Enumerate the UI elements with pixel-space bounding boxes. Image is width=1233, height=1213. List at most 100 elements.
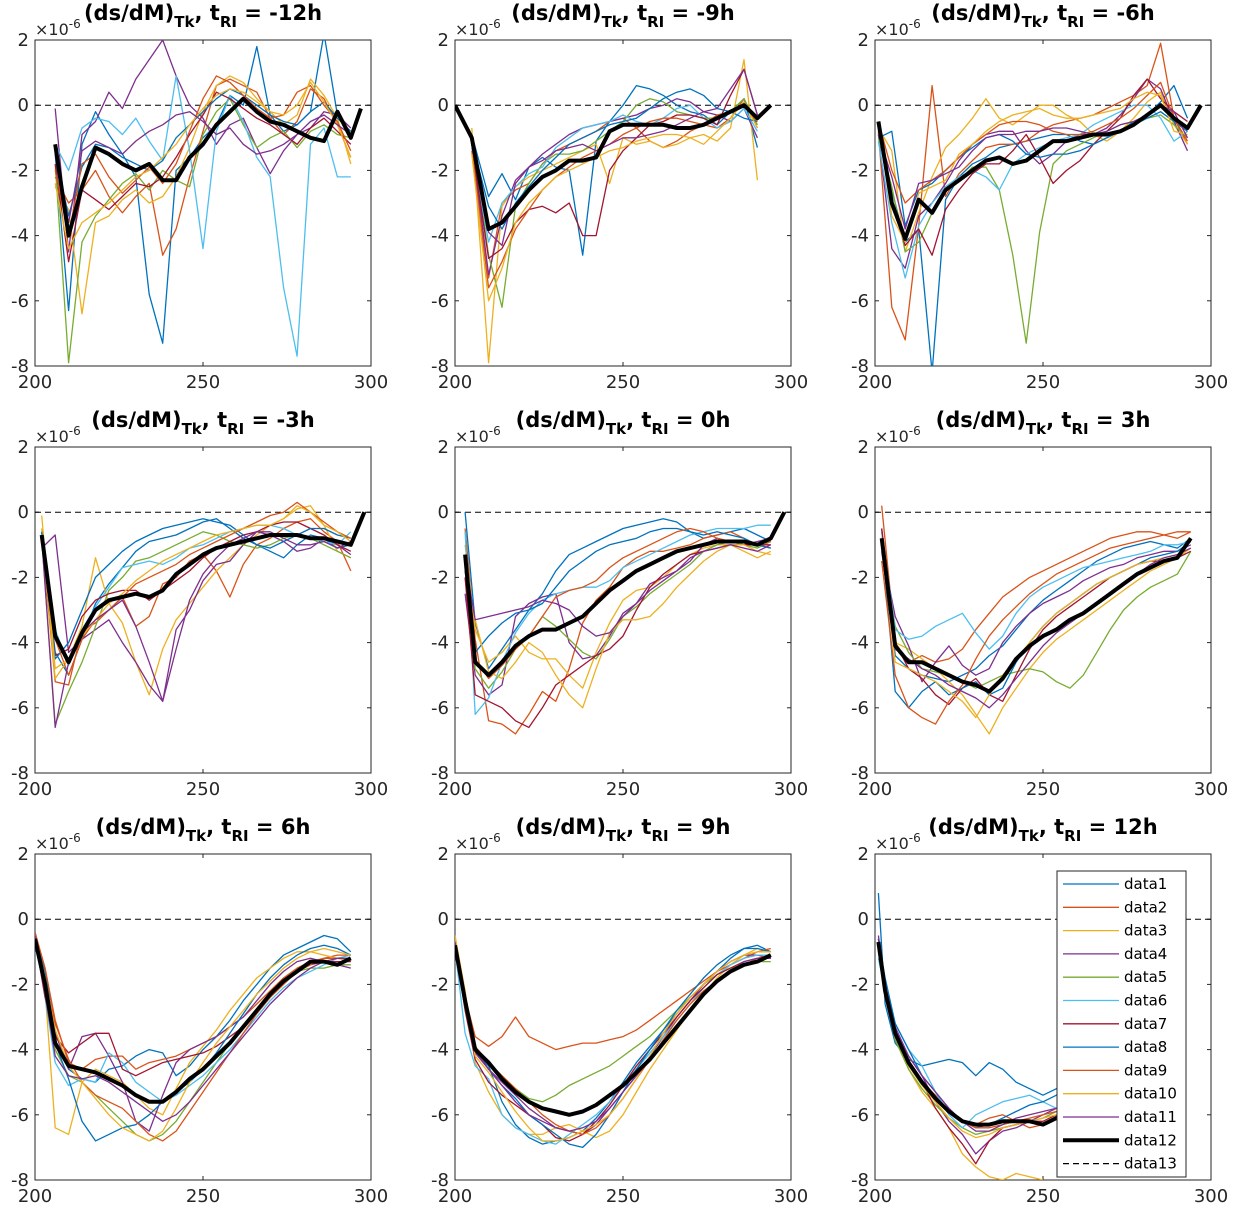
y-tick-label: 0 [438,95,449,116]
series-line-data7 [455,945,771,1142]
x-tick-label: 200 [438,372,472,393]
legend-label: data7 [1124,1015,1167,1033]
y-tick-label: -2 [851,567,869,588]
panel-4: 200 250 300 -8 -6 -4 -2 0 2 ×10-6 (ds/dM)Tk, tRI =… [11,408,388,800]
series-line-data7 [41,521,352,657]
panel-title: (ds/dM)Tk, tRI = -3h [91,408,315,438]
y-tick-label: -8 [431,1170,449,1191]
x-tick-label: 200 [18,1186,52,1207]
y-tick-label: -6 [431,1105,449,1126]
y-tick-label: -8 [11,356,29,377]
series-line-data10 [471,101,758,302]
series-line-data10 [455,935,771,1142]
y-tick-label: 2 [438,437,449,458]
y-tick-label: -2 [431,567,449,588]
y-tick-label: 0 [18,909,29,930]
y-tick-label: -8 [851,356,869,377]
y-tick-label: -6 [851,698,869,719]
y-tick-label: -6 [11,1105,29,1126]
x-tick-label: 250 [606,1186,640,1207]
x-tick-label: 300 [354,372,388,393]
panel-7: 200 250 300 -8 -6 -4 -2 0 2 ×10-6 (ds/dM)Tk, tRI =… [11,815,388,1207]
series-line-data4 [877,935,1071,1155]
series-line-data10 [877,91,1188,243]
panel-title: (ds/dM)Tk, tRI = -6h [931,1,1155,31]
series-group [455,935,772,1149]
panel-title: (ds/dM)Tk, tRI = 6h [96,815,311,845]
panel-9: 200 250 300 -8 -6 -4 -2 0 2 ×10-6 (ds/dM)Tk, tRI =… [851,815,1228,1207]
series-line-data11 [464,544,772,637]
y-tick-label: 2 [438,844,449,865]
y-tick-label: -6 [11,698,29,719]
y-tick-label: -2 [431,160,449,181]
legend-label: data4 [1124,945,1167,963]
y-tick-label: 0 [18,95,29,116]
x-tick-label: 250 [1026,779,1060,800]
exponent-label: ×10-6 [875,424,921,446]
y-tick-label: -2 [431,974,449,995]
series-line-data10 [464,544,771,709]
x-tick-label: 250 [186,1186,220,1207]
y-tick-label: -8 [11,1170,29,1191]
y-tick-label: -2 [11,974,29,995]
x-tick-label: 300 [1194,372,1228,393]
x-tick-label: 250 [186,372,220,393]
series-group [39,501,367,729]
series-line-data8 [464,527,771,654]
x-tick-label: 250 [1026,1186,1060,1207]
exponent-label: ×10-6 [455,424,501,446]
y-tick-label: 0 [438,502,449,523]
x-tick-label: 300 [774,1186,808,1207]
series-line-data12 [39,511,367,665]
panel-5: 200 250 300 -8 -6 -4 -2 0 2 ×10-6 (ds/dM)Tk, tRI =… [431,408,808,800]
series-line-data2 [54,78,352,256]
y-tick-label: -4 [431,226,449,247]
x-tick-label: 200 [438,779,472,800]
legend-label: data11 [1124,1108,1177,1126]
y-tick-label: -4 [431,633,449,654]
x-tick-label: 250 [1026,372,1060,393]
y-tick-label: -2 [851,160,869,181]
series-line-data11 [877,938,1071,1132]
y-tick-label: -8 [431,356,449,377]
y-tick-label: 0 [438,909,449,930]
series-line-data9 [877,81,1189,204]
y-tick-label: -4 [11,633,29,654]
y-tick-label: -8 [851,1170,869,1191]
series-line-data12 [876,941,1072,1127]
y-tick-label: -2 [11,567,29,588]
panel-title: (ds/dM)Tk, tRI = 9h [516,815,731,845]
x-tick-label: 200 [858,1186,892,1207]
series-line-data8 [471,88,758,230]
series-line-data11 [877,104,1189,230]
y-tick-label: 2 [858,30,869,51]
panel-title: (ds/dM)Tk, tRI = 12h [928,815,1157,845]
y-tick-label: -2 [11,160,29,181]
y-tick-label: -8 [851,763,869,784]
series-line-data4 [471,98,758,276]
exponent-label: ×10-6 [875,831,921,853]
series-line-data6 [877,104,1188,279]
series-line-data12 [876,103,1203,241]
legend-label: data6 [1124,992,1167,1010]
series-group [463,511,787,735]
y-tick-label: -6 [431,291,449,312]
y-tick-label: 0 [18,502,29,523]
y-tick-label: -8 [11,763,29,784]
panel-title: (ds/dM)Tk, tRI = -12h [84,1,322,31]
series-line-data10 [35,935,351,1142]
y-tick-label: -4 [851,226,869,247]
series-line-data6 [54,75,351,357]
series-line-data12 [879,537,1193,694]
series-group [35,932,352,1142]
y-tick-label: -4 [11,226,29,247]
series-group [879,505,1193,735]
series-line-data8 [54,88,352,217]
series-group [876,42,1203,366]
legend-label: data12 [1124,1131,1177,1149]
exponent-label: ×10-6 [455,17,501,39]
series-line-data12 [455,103,773,232]
series-line-data10 [54,81,352,250]
